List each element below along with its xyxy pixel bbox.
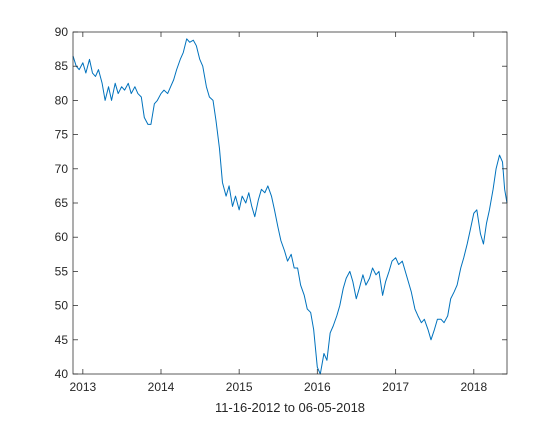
x-tick-label: 2016 <box>304 380 331 394</box>
y-tick-label: 75 <box>55 128 69 142</box>
x-tick-label: 2014 <box>148 380 175 394</box>
x-tick-label: 2017 <box>382 380 409 394</box>
x-tick-label: 2018 <box>460 380 487 394</box>
y-tick-label: 65 <box>55 196 69 210</box>
x-tick-label: 2013 <box>69 380 96 394</box>
axes: 40 45 50 55 60 65 70 75 80 85 90 2013 2014 2015 2016 20… <box>55 25 508 394</box>
y-tick-label: 85 <box>55 59 69 73</box>
series-line-1 <box>72 38 508 375</box>
y-tick-label: 55 <box>55 264 69 278</box>
y-tick-label: 45 <box>55 333 69 347</box>
x-axis-label: 11-16-2012 to 06-05-2018 <box>215 400 365 415</box>
y-tick-label: 70 <box>55 162 69 176</box>
plot-area <box>73 32 507 374</box>
series-layer <box>72 38 508 375</box>
y-tick-label: 40 <box>55 367 69 381</box>
y-tick-label: 80 <box>55 93 69 107</box>
y-tick-label: 50 <box>55 299 69 313</box>
x-tick-label: 2015 <box>226 380 253 394</box>
y-tick-label: 60 <box>55 230 69 244</box>
y-tick-label: 90 <box>55 25 69 39</box>
